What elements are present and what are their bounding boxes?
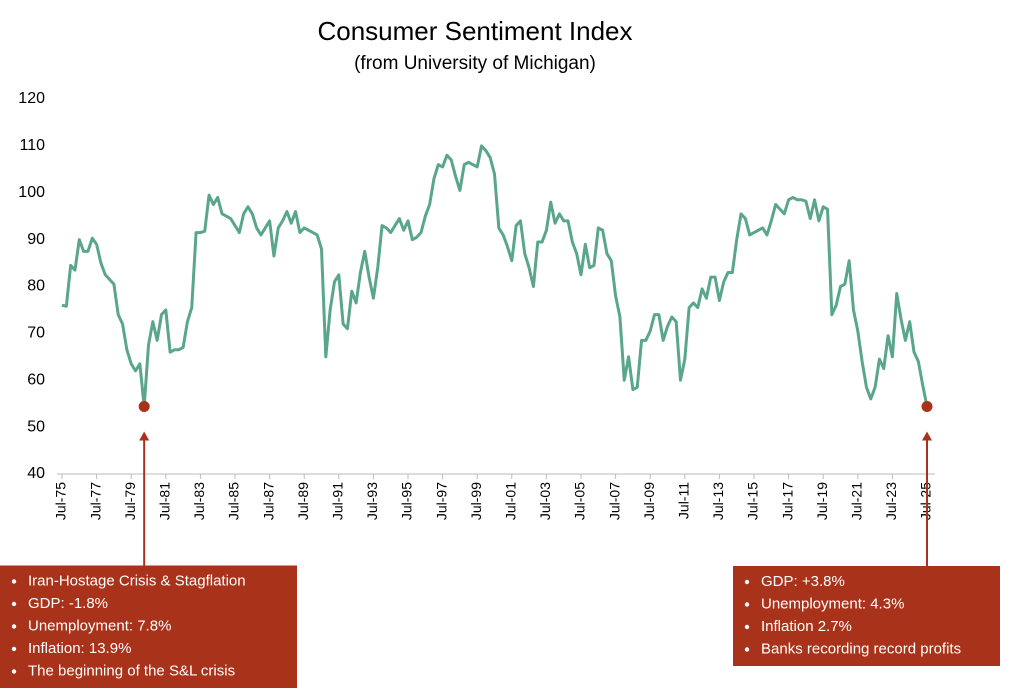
x-tick-label: Jul-17 [779, 482, 795, 520]
y-tick-label: 40 [27, 465, 45, 482]
annotation-text: Inflation: 13.9% [28, 640, 131, 657]
annotation-text: Unemployment: 7.8% [28, 617, 171, 634]
annotation-box [0, 565, 297, 688]
x-tick-label: Jul-19 [814, 482, 830, 520]
x-tick-label: Jul-99 [468, 482, 484, 520]
annotation-box [733, 566, 1000, 666]
bullet [11, 579, 17, 584]
x-tick-label: Jul-79 [122, 482, 138, 520]
x-tick-label: Jul-21 [849, 482, 865, 520]
annotation-text: Unemployment: 4.3% [761, 595, 904, 612]
x-tick-label: Jul-89 [295, 482, 311, 520]
y-tick-label: 80 [27, 278, 45, 295]
data-line [61, 144, 929, 408]
x-tick-label: Jul-91 [330, 482, 346, 520]
x-tick-label: Jul-95 [399, 482, 415, 520]
annotation-text: GDP: -1.8% [28, 595, 108, 612]
chart-title: Consumer Sentiment Index [317, 16, 632, 46]
arrow-head [139, 431, 150, 441]
bullet [744, 624, 750, 630]
x-tick-label: Jul-75 [53, 482, 69, 520]
x-tick-label: Jul-85 [226, 482, 242, 520]
highlight-point [138, 401, 150, 412]
y-tick-label: 70 [27, 325, 45, 342]
annotation: Iran-Hostage Crisis & Stagflation GDP: -1… [0, 401, 297, 688]
x-tick-label: Jul-87 [260, 482, 276, 520]
x-tick-label: Jul-05 [572, 482, 588, 520]
y-tick-label: 60 [27, 371, 45, 388]
x-tick-label: Jul-83 [191, 482, 207, 520]
y-tick-label: 120 [18, 90, 45, 107]
y-tick-label: 110 [19, 137, 45, 154]
bullet [744, 579, 750, 585]
x-tick-label: Jul-81 [157, 482, 173, 520]
bullet [11, 624, 17, 629]
bullet [11, 646, 17, 652]
highlight-point [921, 401, 933, 412]
x-tick-label: Jul-01 [503, 482, 519, 520]
bullet [744, 602, 750, 607]
annotation: GDP: +3.8% Unemployment: 4.3% Inflation 2.… [733, 401, 1000, 666]
x-tick-label: Jul-15 [745, 482, 761, 520]
x-tick-label: Jul-07 [606, 482, 622, 520]
annotation-text: The beginning of the S&L crisis [28, 662, 235, 679]
x-tick-label: Jul-09 [641, 482, 657, 520]
annotation-text: Iran-Hostage Crisis & Stagflation [28, 572, 246, 589]
x-tick-label: Jul-11 [676, 482, 692, 519]
x-tick-label: Jul-13 [710, 482, 726, 520]
annotation-text: Banks recording record profits [761, 640, 961, 657]
x-tick-label: Jul-23 [883, 482, 899, 520]
chart-subtitle: (from University of Michigan) [354, 53, 596, 74]
y-tick-label: 100 [18, 184, 45, 201]
x-tick-label: Jul-77 [87, 482, 103, 520]
bullet [11, 601, 17, 607]
bullet [744, 647, 750, 652]
x-tick-label: Jul-93 [364, 482, 380, 520]
x-tick-label: Jul-03 [537, 482, 553, 520]
bullet [11, 669, 17, 674]
annotation-text: GDP: +3.8% [761, 573, 845, 590]
y-tick-label: 90 [27, 231, 45, 248]
x-tick-label: Jul-25 [918, 482, 934, 520]
y-tick-label: 50 [27, 418, 45, 435]
x-tick-label: Jul-97 [433, 482, 449, 520]
arrow-head [922, 431, 932, 441]
annotation-text: Inflation 2.7% [761, 618, 852, 635]
